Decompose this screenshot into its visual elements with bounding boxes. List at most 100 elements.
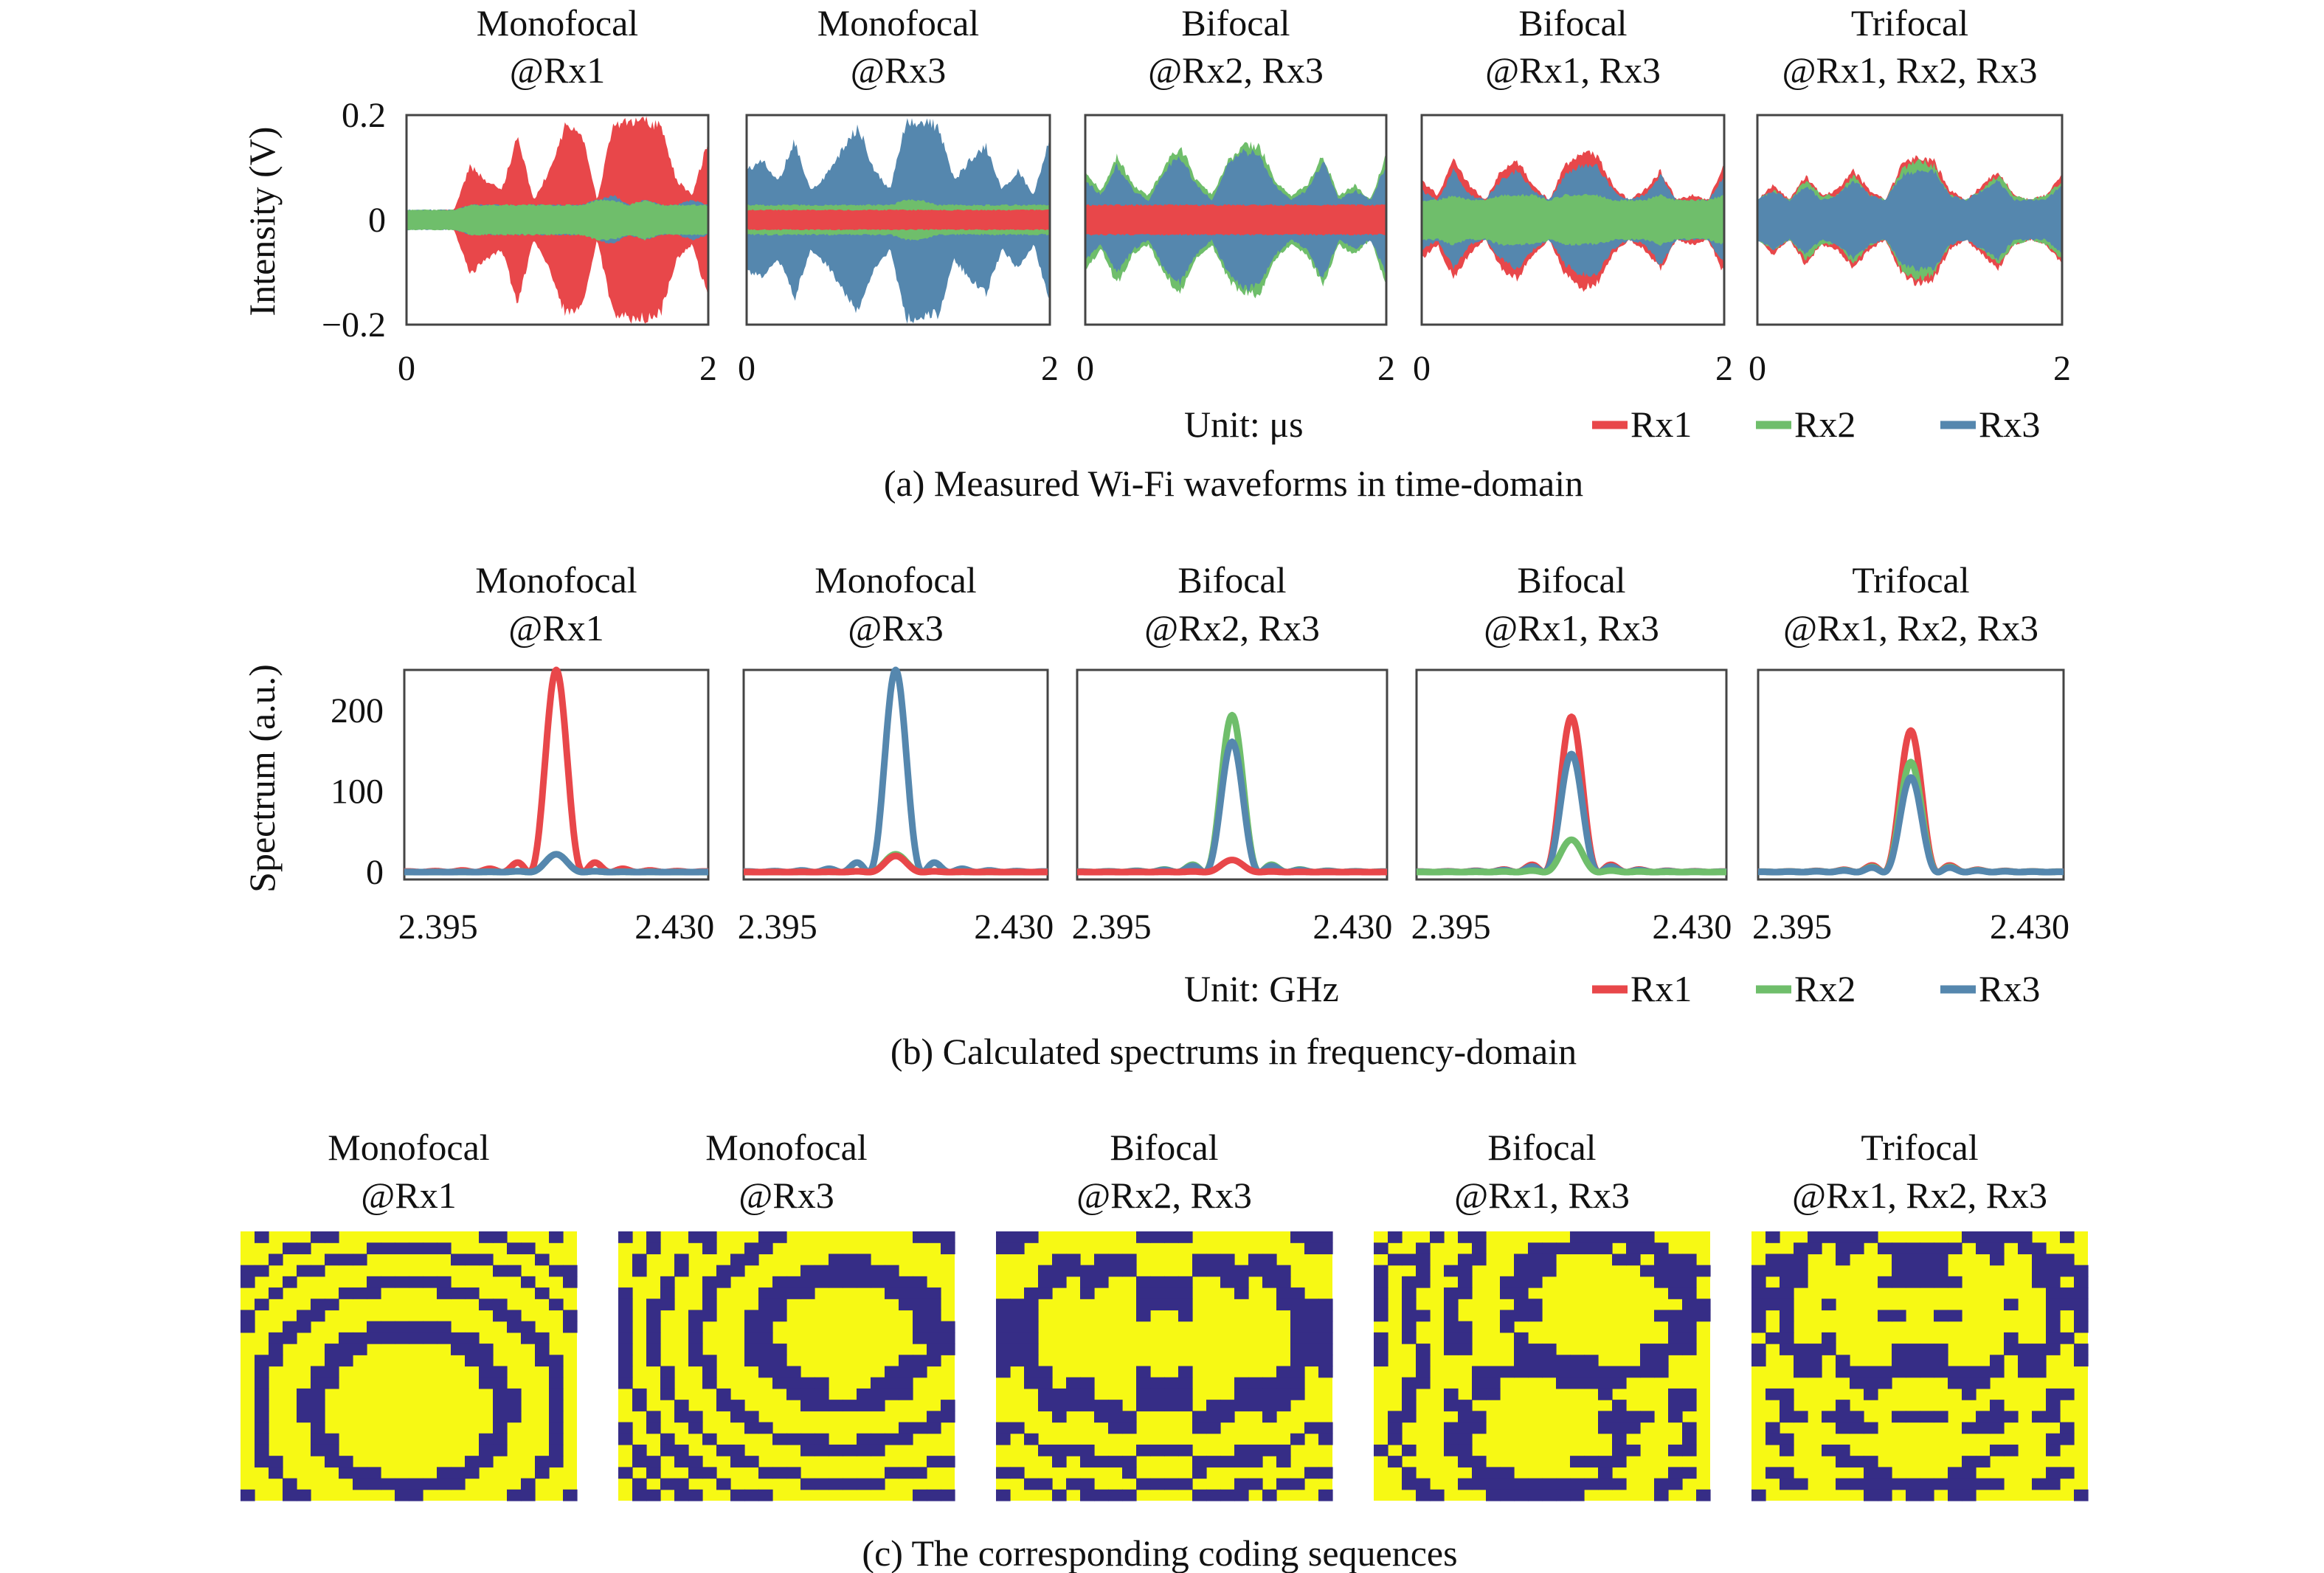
grid-cell [521,1478,536,1490]
grid-cell [1920,1276,1934,1288]
grid-cell [1751,1310,1766,1322]
grid-cell [297,1400,311,1411]
grid-cell [1192,1422,1207,1434]
panel-subtitle: @Rx2, Rx3 [1076,1175,1252,1216]
grid-cell [857,1400,871,1411]
grid-cell [829,1254,843,1266]
grid-cell [563,1265,578,1277]
x-tick-label: 0 [738,349,755,388]
grid-cell [339,1254,353,1266]
grid-cell [549,1366,564,1378]
grid-cell [871,1433,885,1445]
grid-cell [772,1287,787,1299]
grid-cell [269,1332,283,1344]
grid-cell [1626,1254,1641,1266]
grid-cell [1570,1489,1585,1501]
grid-cell [758,1242,773,1255]
grid-cell [1766,1332,1780,1344]
axes-frame [1757,668,2065,881]
grid-cell [493,1299,508,1311]
grid-cell [409,1478,423,1490]
grid-cell [843,1444,857,1456]
grid-cell [646,1422,661,1434]
grid-cell [1962,1422,1977,1434]
grid-cell [1038,1276,1053,1288]
grid-cell [996,1355,1011,1367]
grid-cell [1598,1377,1613,1389]
grid-cell [1248,1478,1263,1490]
grid-cell [815,1388,829,1400]
legend-label: Rx1 [1630,968,1692,1009]
grid-cell [1990,1366,2005,1378]
grid-cell [311,1299,325,1311]
grid-cell [535,1355,550,1367]
x-tick-label: 2.430 [1652,908,1732,947]
grid-cell [1206,1254,1221,1266]
grid-cell [1150,1478,1165,1490]
grid-cell [311,1388,325,1400]
grid-cell [744,1456,759,1467]
grid-cell [1178,1299,1193,1311]
grid-cell [1934,1254,1948,1266]
grid-cell [2046,1265,2061,1277]
grid-cell [1262,1388,1277,1400]
grid-cell [758,1299,773,1311]
grid-cell [1751,1299,1766,1311]
grid-cell [1682,1400,1697,1411]
grid-cell [941,1400,955,1411]
grid-cell [688,1332,703,1344]
grid-cell [1206,1489,1221,1501]
grid-cell [2046,1411,2061,1423]
grid-cell [1276,1287,1291,1299]
grid-cell [1962,1231,1977,1243]
coding-grid: Bifocal @Rx1, Rx3 [1374,1127,1711,1501]
grid-cell [1850,1478,1864,1490]
grid-cell [674,1400,689,1411]
grid-cell [1598,1231,1613,1243]
grid-cell [1388,1422,1403,1434]
grid-cell [1052,1411,1067,1423]
grid-cell [716,1478,731,1490]
grid-cell [1766,1388,1780,1400]
grid-cell [1038,1366,1053,1378]
grid-cell [1164,1287,1179,1299]
plot-area [747,118,1050,324]
grid-cell [772,1299,787,1311]
grid-cell [618,1287,633,1299]
grid-cell [1892,1242,1906,1255]
grid-cell [1262,1444,1277,1456]
grid-cell [2074,1489,2089,1501]
grid-cell [353,1478,367,1490]
grid-cell [1864,1388,1878,1400]
grid-cell [339,1344,353,1355]
grid-cell [325,1344,339,1355]
grid-cell [1990,1478,2005,1490]
x-tick-label: 2.430 [1990,908,2069,947]
grid-cell [996,1299,1011,1311]
grid-cell [1010,1299,1025,1311]
grid-cell [1780,1332,1794,1344]
grid-cell [1304,1299,1319,1311]
grid-cell [1906,1489,1920,1501]
grid-cell [521,1276,536,1288]
grid-cell [2074,1276,2089,1288]
grid-cell [1836,1231,1850,1243]
grid-cell [479,1299,494,1311]
grid-cell [1066,1388,1081,1400]
grid-cell [913,1299,927,1311]
grid-cell [758,1422,773,1434]
panel-subtitle: @Rx1, Rx3 [1484,607,1659,649]
grid-cell [1794,1254,1808,1266]
grid-cell [1528,1478,1543,1490]
grid-cell [646,1489,661,1501]
grid-cell [1150,1444,1165,1456]
grid-cell [395,1321,409,1333]
grid-cell [1864,1467,1878,1479]
x-tick-label: 0 [1749,349,1766,388]
grid-cell [1528,1265,1543,1277]
grid-cell [1374,1265,1388,1277]
spectrum-line-rx1 [1074,857,1390,876]
grid-cell [1108,1400,1123,1411]
grid-cell [1416,1254,1431,1266]
